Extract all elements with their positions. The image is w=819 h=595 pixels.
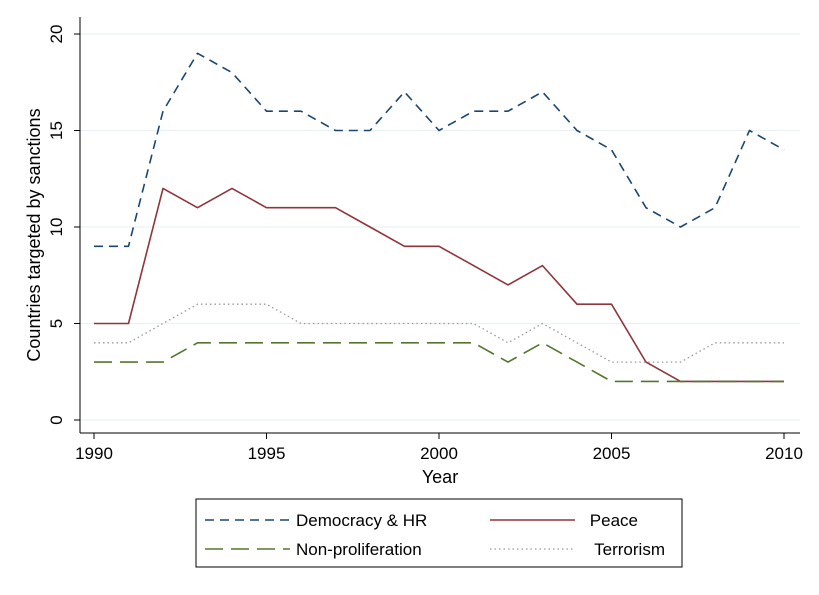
y-tick-label-0: 0 bbox=[47, 415, 66, 424]
y-tick-label-20: 20 bbox=[47, 25, 66, 44]
series-line-peace bbox=[94, 187, 784, 383]
legend: Democracy & HR Peace Non-proliferation Terr… bbox=[195, 498, 683, 568]
legend-label-peace: Peace bbox=[590, 511, 638, 530]
x-tick-label-2000: 2000 bbox=[420, 444, 458, 463]
series-line-terrorism bbox=[94, 303, 784, 363]
x-tick-label-2005: 2005 bbox=[593, 444, 631, 463]
axes: 0 5 10 15 20 1990 1995 2000 2005 2010 bbox=[47, 17, 803, 463]
series-lines bbox=[94, 52, 785, 383]
legend-box bbox=[195, 498, 683, 568]
y-tick-label-10: 10 bbox=[47, 218, 66, 237]
legend-label-non-proliferation: Non-proliferation bbox=[296, 540, 422, 559]
x-axis-title: Year bbox=[422, 467, 458, 487]
legend-label-democracy-hr: Democracy & HR bbox=[296, 511, 427, 530]
series-line-democracy-hr bbox=[94, 52, 785, 248]
legend-label-terrorism: Terrorism bbox=[594, 540, 665, 559]
series-line-non-proliferation bbox=[94, 341, 784, 383]
y-tick-label-5: 5 bbox=[47, 319, 66, 328]
x-tick-label-2010: 2010 bbox=[765, 444, 803, 463]
x-tick-label-1990: 1990 bbox=[75, 444, 113, 463]
x-tick-label-1995: 1995 bbox=[248, 444, 286, 463]
y-tick-label-15: 15 bbox=[47, 121, 66, 140]
y-axis-title: Countries targeted by sanctions bbox=[24, 108, 44, 361]
